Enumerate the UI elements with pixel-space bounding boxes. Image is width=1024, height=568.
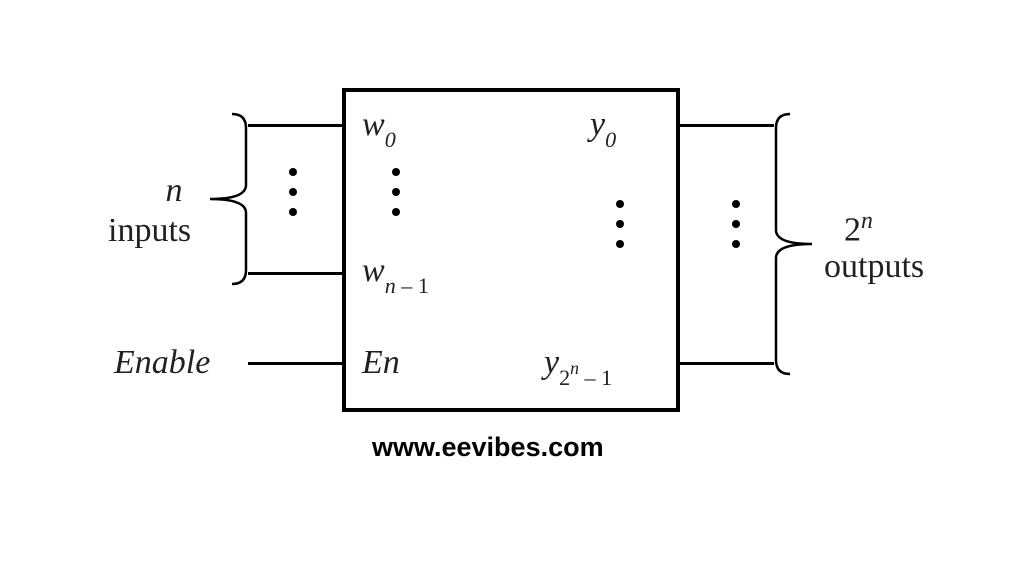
decoder-block-diagram: n inputs Enable w0 wn – 1 En y0 y2n – 1 … xyxy=(0,0,1024,568)
n-inputs-n-label: n xyxy=(148,172,200,210)
y0-label: y0 xyxy=(590,106,616,149)
outputs-power-label: 2n xyxy=(844,208,873,249)
outputs-text-label: outputs xyxy=(824,248,924,286)
y-2n-minus-1-label: y2n – 1 xyxy=(544,344,612,387)
watermark-text: www.eevibes.com xyxy=(372,432,604,463)
en-label: En xyxy=(362,344,400,382)
n-inputs-text-label: inputs xyxy=(108,212,191,250)
wn-minus-1-label: wn – 1 xyxy=(362,252,429,295)
enable-label: Enable xyxy=(114,344,210,382)
w0-label: w0 xyxy=(362,106,396,149)
right-brace-icon xyxy=(776,114,812,374)
left-brace-icon xyxy=(210,114,246,284)
